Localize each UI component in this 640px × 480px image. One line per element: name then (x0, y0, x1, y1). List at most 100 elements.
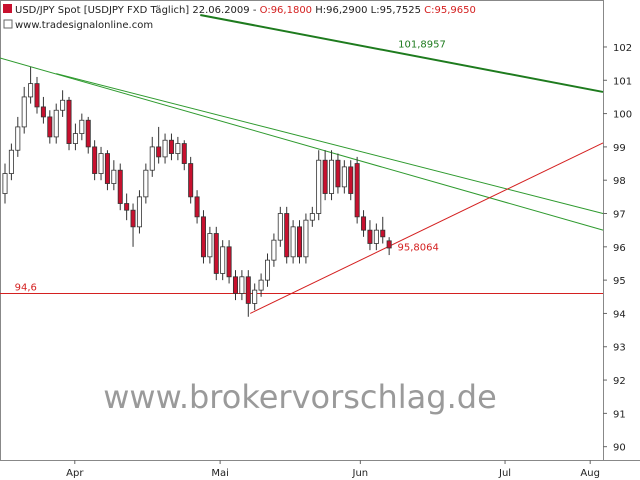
candle-body (34, 83, 40, 108)
y-tick-label: 102 (613, 43, 632, 54)
candle-body (98, 153, 104, 174)
candle-body (200, 216, 206, 258)
candle (28, 66, 34, 104)
y-tick-label: 94 (613, 309, 626, 320)
x-tick-label: Apr (66, 468, 84, 479)
candle (162, 133, 168, 164)
candle-body (194, 196, 200, 218)
candle-body (265, 259, 271, 281)
candle (373, 223, 379, 251)
candle-body (309, 213, 315, 221)
candle-body (232, 276, 238, 294)
candle (143, 163, 149, 204)
candle-body (104, 153, 110, 184)
candle-body (239, 276, 245, 294)
candle-body (85, 119, 91, 148)
x-tick-label: Mai (211, 468, 229, 479)
candle (130, 203, 136, 247)
y-tick-label: 100 (613, 110, 632, 121)
candle (149, 136, 155, 177)
link-icon (3, 19, 13, 29)
candle-body (367, 229, 373, 244)
candle (322, 150, 328, 201)
candle-body (373, 229, 379, 244)
candle (348, 160, 354, 201)
candle-body (66, 99, 72, 144)
y-tick-label: 101 (613, 76, 632, 87)
x-tick-label: Aug (580, 468, 600, 479)
candle-body (117, 169, 123, 204)
candle-body (28, 83, 34, 98)
candle (380, 216, 386, 244)
candle-body (386, 240, 392, 249)
candle (104, 150, 110, 191)
candle (386, 237, 392, 256)
candle (117, 163, 123, 211)
candle (297, 220, 303, 264)
candle-body (361, 216, 367, 231)
candle-body (348, 166, 354, 194)
candle-body (207, 233, 213, 258)
candle (245, 270, 251, 317)
candle-body (149, 146, 155, 171)
candle (316, 150, 322, 221)
candle (72, 123, 78, 151)
subtitle: www.tradesignalonline.com (15, 20, 153, 31)
y-tick-label: 92 (613, 376, 626, 387)
candle (239, 270, 245, 301)
trendline (0, 57, 604, 231)
candle-body (213, 233, 219, 274)
candle-body (252, 289, 258, 304)
candle-body (40, 106, 46, 118)
candle (66, 96, 72, 151)
trendline (249, 142, 604, 314)
candle (124, 193, 130, 221)
candle-body (297, 226, 303, 258)
candle (85, 116, 91, 154)
candle-body (258, 279, 264, 291)
candle-body (245, 276, 251, 304)
candle (213, 226, 219, 281)
y-tick-label: 98 (613, 176, 626, 187)
candle-body (168, 139, 174, 154)
candle-body (322, 159, 328, 194)
candle (354, 156, 360, 224)
candle (361, 210, 367, 237)
y-tick-label: 91 (613, 409, 626, 420)
watermark: www.brokervorschlag.de (103, 378, 497, 416)
candle-body (124, 203, 130, 211)
candle-body (15, 126, 21, 151)
candle (181, 140, 187, 171)
candle (92, 140, 98, 181)
candle (303, 213, 309, 264)
candle (207, 226, 213, 264)
x-tick-label: Jun (352, 468, 369, 479)
header-title: USD/JPY Spot [USDJPY FXD Täglich] 22.06.… (15, 5, 257, 16)
candle (60, 90, 66, 117)
candle (136, 190, 142, 234)
candle (98, 146, 104, 181)
header-open: O:96,1800 (260, 5, 312, 16)
candle-body (188, 163, 194, 198)
candle-body (303, 219, 309, 258)
y-tick-label: 93 (613, 343, 626, 354)
candle (34, 76, 40, 114)
annotation: 95,8064 (397, 242, 438, 253)
candle (258, 273, 264, 297)
candle (188, 156, 194, 204)
y-tick-label: 97 (613, 210, 626, 221)
candle (220, 240, 226, 281)
candle-body (72, 133, 78, 144)
candle (329, 150, 335, 201)
candle (15, 116, 21, 157)
candle-body (226, 246, 232, 278)
candle (168, 133, 174, 161)
candle (111, 160, 117, 191)
y-tick-label: 99 (613, 143, 626, 154)
candle-body (271, 239, 277, 261)
candle (341, 160, 347, 194)
candle-body (130, 209, 136, 228)
candle (79, 113, 85, 141)
candle-body (8, 149, 14, 174)
